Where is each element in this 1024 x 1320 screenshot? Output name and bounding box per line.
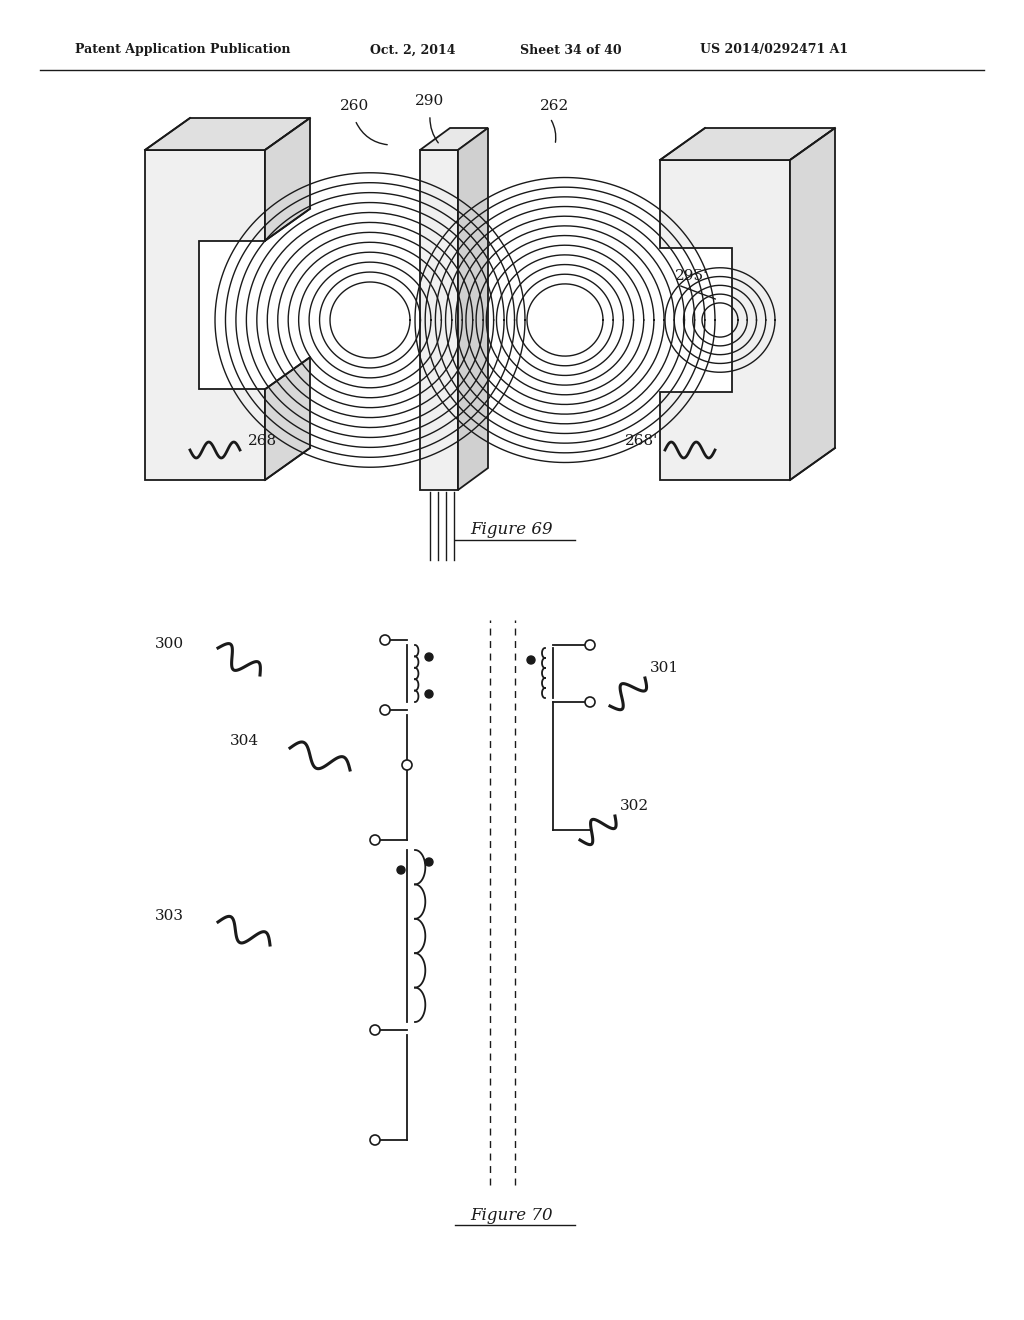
Text: 303: 303 <box>155 909 184 923</box>
Text: Figure 69: Figure 69 <box>471 521 553 539</box>
Polygon shape <box>660 128 835 160</box>
Text: 290: 290 <box>415 94 444 108</box>
Polygon shape <box>265 358 310 480</box>
Text: 268': 268' <box>625 434 658 447</box>
Polygon shape <box>420 128 488 150</box>
Polygon shape <box>458 128 488 490</box>
Circle shape <box>380 705 390 715</box>
Circle shape <box>425 653 433 661</box>
Polygon shape <box>145 150 265 480</box>
Polygon shape <box>790 128 835 480</box>
Circle shape <box>425 690 433 698</box>
Text: Figure 70: Figure 70 <box>471 1206 553 1224</box>
Text: 295': 295' <box>675 269 709 282</box>
Text: 300: 300 <box>155 638 184 651</box>
Text: Oct. 2, 2014: Oct. 2, 2014 <box>370 44 456 57</box>
Text: 302: 302 <box>620 799 649 813</box>
Circle shape <box>370 836 380 845</box>
Text: Patent Application Publication: Patent Application Publication <box>75 44 291 57</box>
Text: 262: 262 <box>540 99 569 114</box>
Text: 260: 260 <box>340 99 370 114</box>
Circle shape <box>370 1135 380 1144</box>
Text: 268: 268 <box>248 434 278 447</box>
Circle shape <box>585 697 595 708</box>
Text: US 2014/0292471 A1: US 2014/0292471 A1 <box>700 44 848 57</box>
Circle shape <box>527 656 535 664</box>
Circle shape <box>370 1026 380 1035</box>
Polygon shape <box>265 117 310 240</box>
Text: 301: 301 <box>650 661 679 675</box>
Polygon shape <box>660 160 790 480</box>
Text: 304: 304 <box>230 734 259 748</box>
Circle shape <box>380 635 390 645</box>
Circle shape <box>397 866 406 874</box>
Polygon shape <box>145 117 310 150</box>
Polygon shape <box>420 150 458 490</box>
Circle shape <box>402 760 412 770</box>
Text: Sheet 34 of 40: Sheet 34 of 40 <box>520 44 622 57</box>
Circle shape <box>425 858 433 866</box>
Circle shape <box>585 640 595 649</box>
